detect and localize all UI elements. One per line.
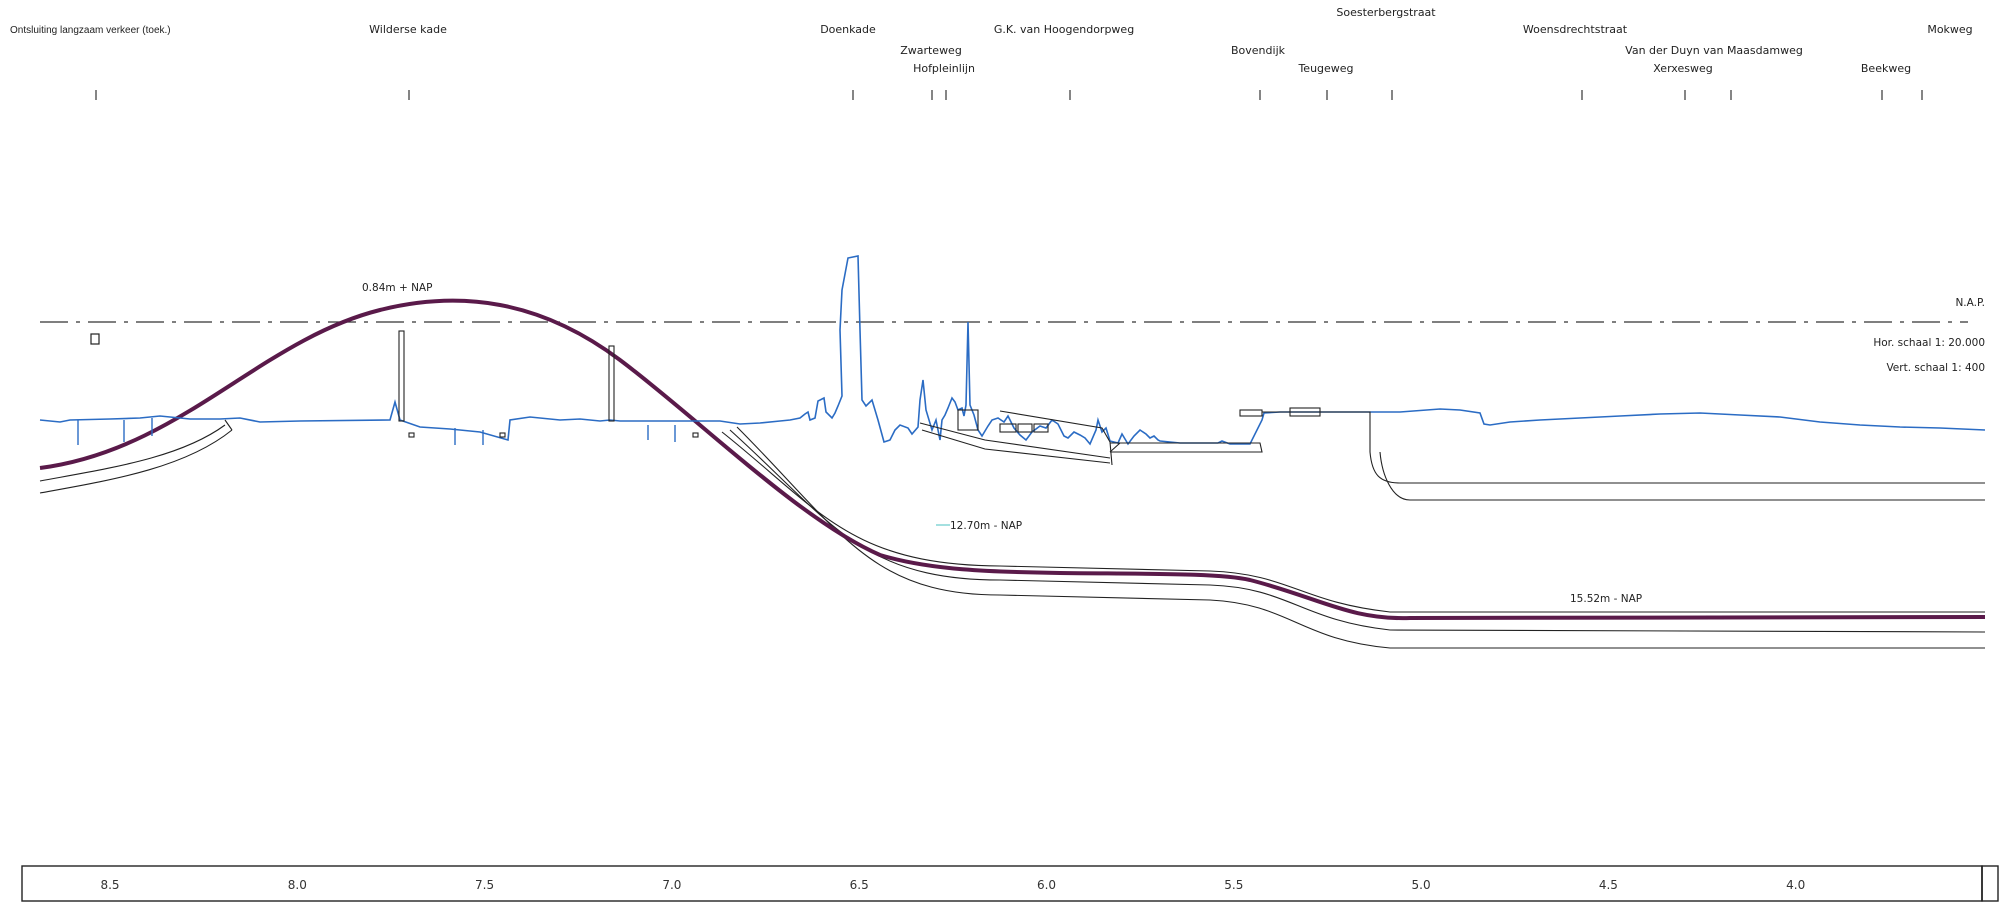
horizontal-scale-label: Hor. schaal 1: 20.000 [1873,337,1985,349]
deck-line [1109,442,1121,453]
street-label: Teugeweg [1297,62,1353,75]
km-tick-label: 6.0 [1037,878,1056,892]
viaduct-outline [999,410,1113,466]
foot-marker [499,432,506,438]
street-label: Mokweg [1927,23,1972,36]
street-label: Wilderse kade [369,23,447,36]
street-label: Bovendijk [1231,44,1286,57]
km-axis-ticks: 8.5 8.0 7.5 7.0 6.5 6.0 5.5 5.0 4.5 4.0 [100,878,1805,892]
street-labels: Ontsluiting langzaam verkeer (toek.) Wild… [10,6,1973,100]
ground-level-line [39,255,1986,446]
street-label: Zwarteweg [900,44,962,57]
tunnel-lower-line-right-1 [729,429,1986,633]
km-tick-label: 8.5 [100,878,119,892]
tunnel-lower-line-left-1 [39,424,226,482]
small-marker-box [90,333,100,345]
tunnel-lower-line-left-2 [39,429,233,494]
km-tick-label: 6.5 [850,878,869,892]
tunnel-outline-lines [39,419,1986,649]
box-segment [1017,423,1033,433]
crest-depth-label: 0.84m + NAP [362,282,432,294]
bridge-box [1239,409,1263,417]
foot-marker [692,432,699,438]
bridge-box [957,409,979,431]
shaft-left [398,330,405,422]
km-tick-label: 4.0 [1786,878,1805,892]
street-label: Hofpleinlijn [913,62,975,75]
street-label: Beekweg [1861,62,1911,75]
tunnel-lower-line-right-2 [736,426,1985,649]
shaft-right [608,345,615,422]
right-structure-outline-1 [1369,451,1985,484]
ramp-line [921,429,1111,464]
street-label: Doenkade [820,23,876,36]
structure-line [1262,411,1371,452]
km-tick-label: 7.0 [662,878,681,892]
box-segment [999,423,1017,433]
street-label: Ontsluiting langzaam verkeer (toek.) [10,25,171,36]
km-tick-label: 8.0 [288,878,307,892]
ground-posts [77,418,676,445]
ventilation-shafts [398,330,699,438]
tunnel-lower-line-right-3 [721,431,1985,613]
street-label: Woensdrechtstraat [1523,23,1628,36]
street-label: Van der Duyn van Maasdamweg [1625,44,1803,57]
km-tick-label: 5.0 [1412,878,1431,892]
right-structure-outline-2 [1379,451,1985,501]
km-tick-label: 7.5 [475,878,494,892]
street-label: G.K. van Hoogendorpweg [994,23,1134,36]
km-axis-frame [21,865,1983,902]
box-segment [1033,423,1049,433]
vertical-scale-label: Vert. schaal 1: 400 [1886,362,1985,374]
nap-label: N.A.P. [1955,297,1985,309]
km-axis-end-cap [1981,865,1999,902]
tunnel-centerline [39,298,1986,621]
street-label: Soesterbergstraat [1336,6,1436,19]
foot-marker [408,432,415,438]
ramp-line [919,422,1111,459]
km-tick-label: 5.5 [1224,878,1243,892]
km-tick-label: 4.5 [1599,878,1618,892]
interchange-structures [919,407,1371,466]
mid-depth-label: 12.70m - NAP [950,520,1022,532]
street-label: Xerxesweg [1653,62,1712,75]
left-structure-cap [224,419,233,431]
deep-depth-label: 15.52m - NAP [1570,593,1642,605]
